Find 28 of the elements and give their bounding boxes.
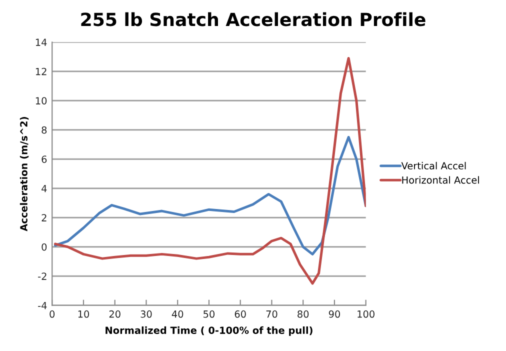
y-tick-label: -4 (38, 302, 47, 310)
y-tick-label: 2 (42, 214, 46, 222)
x-tick-label: 10 (78, 310, 90, 318)
x-tick-label: 30 (140, 310, 152, 318)
x-tick-label: 40 (172, 310, 184, 318)
legend-label: Vertical Accel (401, 162, 466, 170)
x-tick-label: 100 (358, 310, 374, 318)
y-tick-label: 10 (36, 97, 47, 104)
y-tick-label: 6 (42, 156, 47, 163)
x-tick-label: 90 (328, 310, 340, 318)
line-series (54, 136, 366, 256)
x-tick-label: 80 (298, 310, 309, 318)
legend-label: Horizontal Accel (402, 176, 479, 184)
x-axis-title: Normalized Time ( 0-100% of the pull) (106, 326, 312, 336)
line-series (54, 56, 366, 285)
y-axis-title: Acceleration (m/s^2) (20, 117, 29, 232)
y-tick-label: 4 (42, 184, 47, 192)
x-tick-label: 70 (266, 310, 278, 318)
chart-title: 255 lb Snatch Acceleration Profile (81, 12, 426, 26)
x-tick-label: 20 (109, 310, 120, 318)
y-tick-label: 0 (42, 243, 47, 251)
y-tick-label: 14 (36, 38, 47, 46)
x-tick-label: 0 (50, 310, 55, 318)
x-tick-label: 60 (234, 310, 246, 318)
y-tick-label: -2 (38, 272, 46, 280)
y-tick-label: 8 (42, 126, 47, 134)
x-tick-label: 50 (204, 310, 215, 318)
y-tick-label: 12 (36, 68, 46, 76)
